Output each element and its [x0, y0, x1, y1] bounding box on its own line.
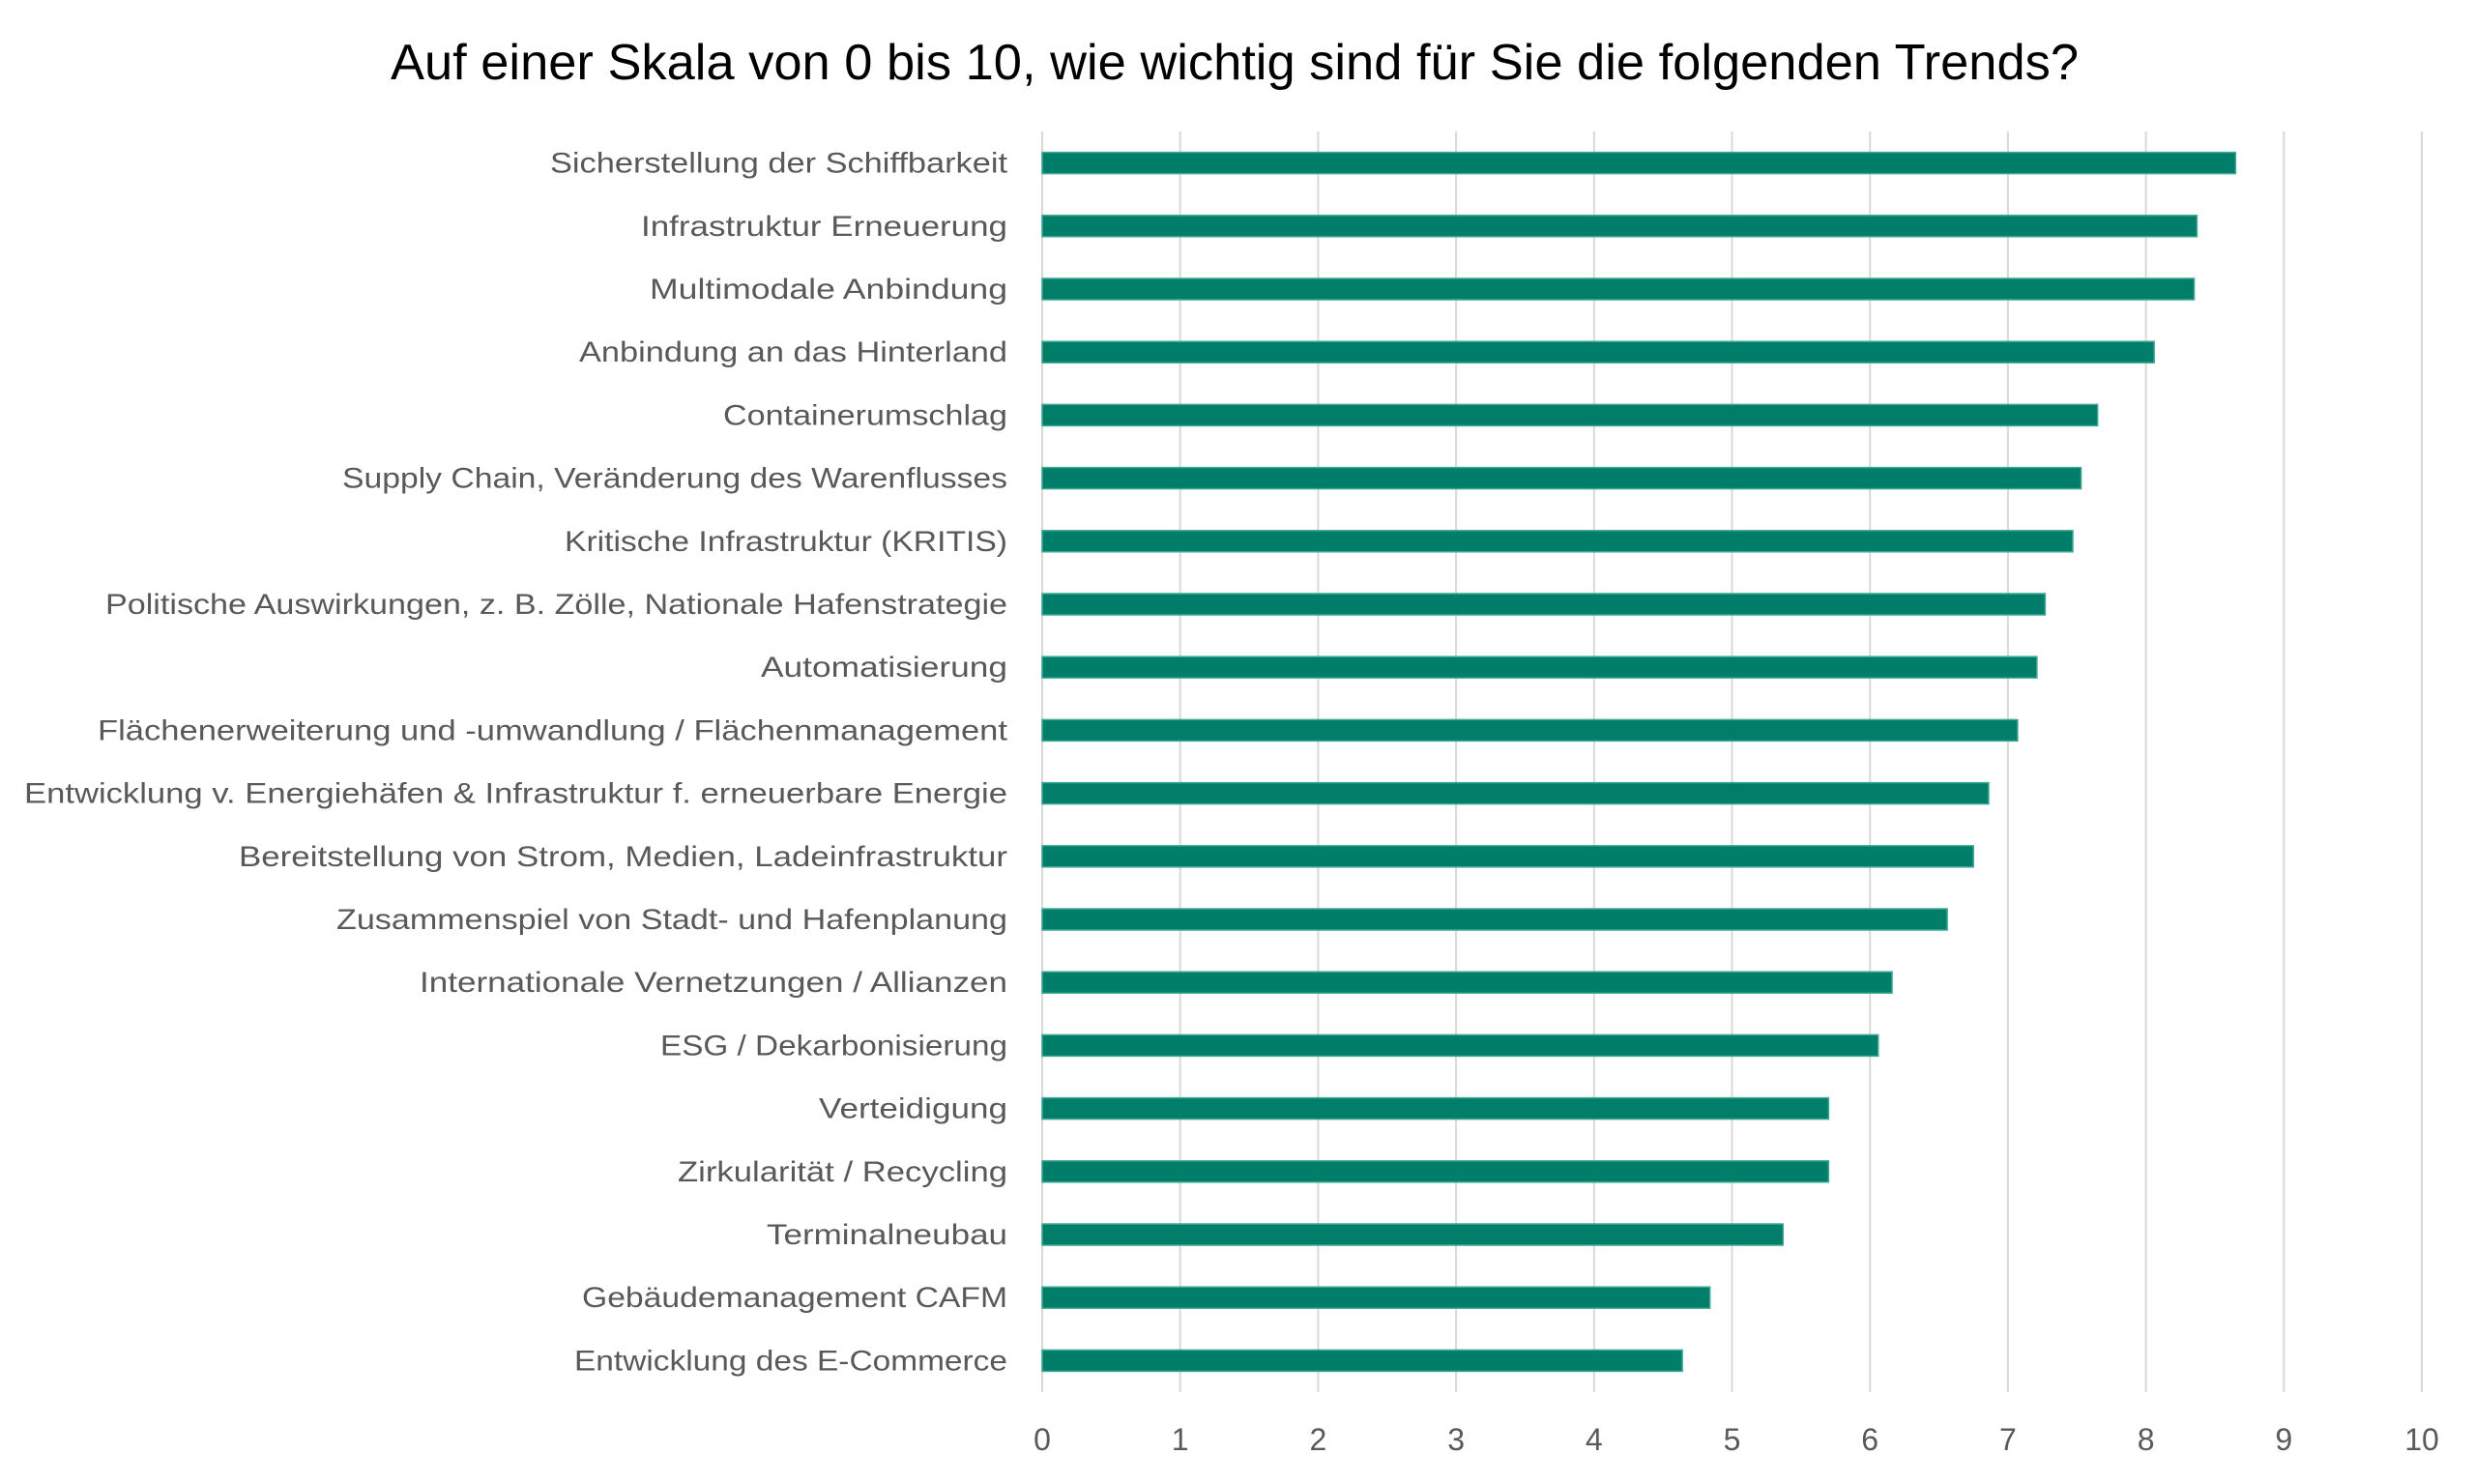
category-label: Terminalneubau: [767, 1219, 1007, 1251]
x-tick-label: 2: [1310, 1422, 1327, 1457]
bar: [1041, 403, 2099, 427]
x-tick-label: 4: [1586, 1422, 1603, 1457]
bar: [1041, 151, 2237, 175]
bar: [1041, 655, 2038, 679]
x-tick-label: 0: [1034, 1422, 1051, 1457]
category-label: Sicherstellung der Schiffbarkeit: [550, 148, 1008, 180]
category-label: Politische Auswirkungen, z. B. Zölle, Na…: [105, 589, 1007, 621]
bar: [1041, 1223, 1785, 1246]
category-label: Kritische Infrastruktur (KRITIS): [565, 526, 1007, 558]
bar: [1041, 340, 2155, 364]
bar: [1041, 1096, 1830, 1120]
bar: [1041, 466, 2082, 490]
bar: [1041, 1349, 1683, 1373]
category-label: Gebäudemanagement CAFM: [582, 1282, 1007, 1314]
category-label: Multimodale Anbindung: [650, 274, 1007, 306]
bars: [1041, 151, 2237, 1373]
category-label: Infrastruktur Erneuerung: [641, 211, 1007, 243]
category-label: Zirkularität / Recycling: [678, 1156, 1007, 1188]
x-tick-label: 7: [1999, 1422, 2017, 1457]
bar: [1041, 908, 1948, 931]
bar: [1041, 277, 2196, 301]
bar: [1041, 215, 2198, 238]
category-labels: Sicherstellung der Schiffbarkeit Infrastr…: [24, 148, 1008, 1378]
x-tick-label: 6: [1861, 1422, 1878, 1457]
category-label: Internationale Vernetzungen / Allianzen: [420, 967, 1007, 999]
bar: [1041, 971, 1893, 994]
x-tick-label: 8: [2138, 1422, 2155, 1457]
chart-title: Auf einer Skala von 0 bis 10, wie wichti…: [391, 35, 2079, 91]
category-label: Anbindung an das Hinterland: [579, 336, 1007, 368]
category-label: Zusammenspiel von Stadt- und Hafenplanun…: [336, 904, 1007, 936]
category-label: Entwicklung v. Energiehäfen & Infrastruk…: [24, 778, 1007, 810]
bar: [1041, 718, 2019, 742]
bar: [1041, 1160, 1830, 1183]
category-label: Verteidigung: [819, 1093, 1007, 1125]
category-label: Containerumschlag: [723, 399, 1007, 431]
bar: [1041, 781, 1990, 805]
bar: [1041, 1286, 1711, 1309]
x-tick-label: 1: [1172, 1422, 1189, 1457]
x-tick-label: 9: [2275, 1422, 2292, 1457]
bar: [1041, 593, 2047, 616]
category-label: Bereitstellung von Strom, Medien, Ladein…: [239, 841, 1007, 873]
category-label: Automatisierung: [761, 652, 1007, 684]
category-label: Supply Chain, Veränderung des Warenfluss…: [342, 463, 1007, 495]
bar: [1041, 1033, 1879, 1058]
category-label: Flächenerweiterung und -umwandlung / Flä…: [98, 714, 1008, 746]
x-axis-tick-labels: 0 1 2 3 4 5 6 7 8 9 10: [1034, 1422, 2439, 1457]
x-tick-label: 3: [1447, 1422, 1465, 1457]
bar: [1041, 530, 2074, 553]
x-tick-label: 10: [2404, 1422, 2439, 1457]
category-label: Entwicklung des E-Commerce: [574, 1345, 1007, 1377]
category-label: ESG / Dekarbonisierung: [660, 1030, 1007, 1062]
x-tick-label: 5: [1724, 1422, 1741, 1457]
bar: [1041, 845, 1974, 868]
